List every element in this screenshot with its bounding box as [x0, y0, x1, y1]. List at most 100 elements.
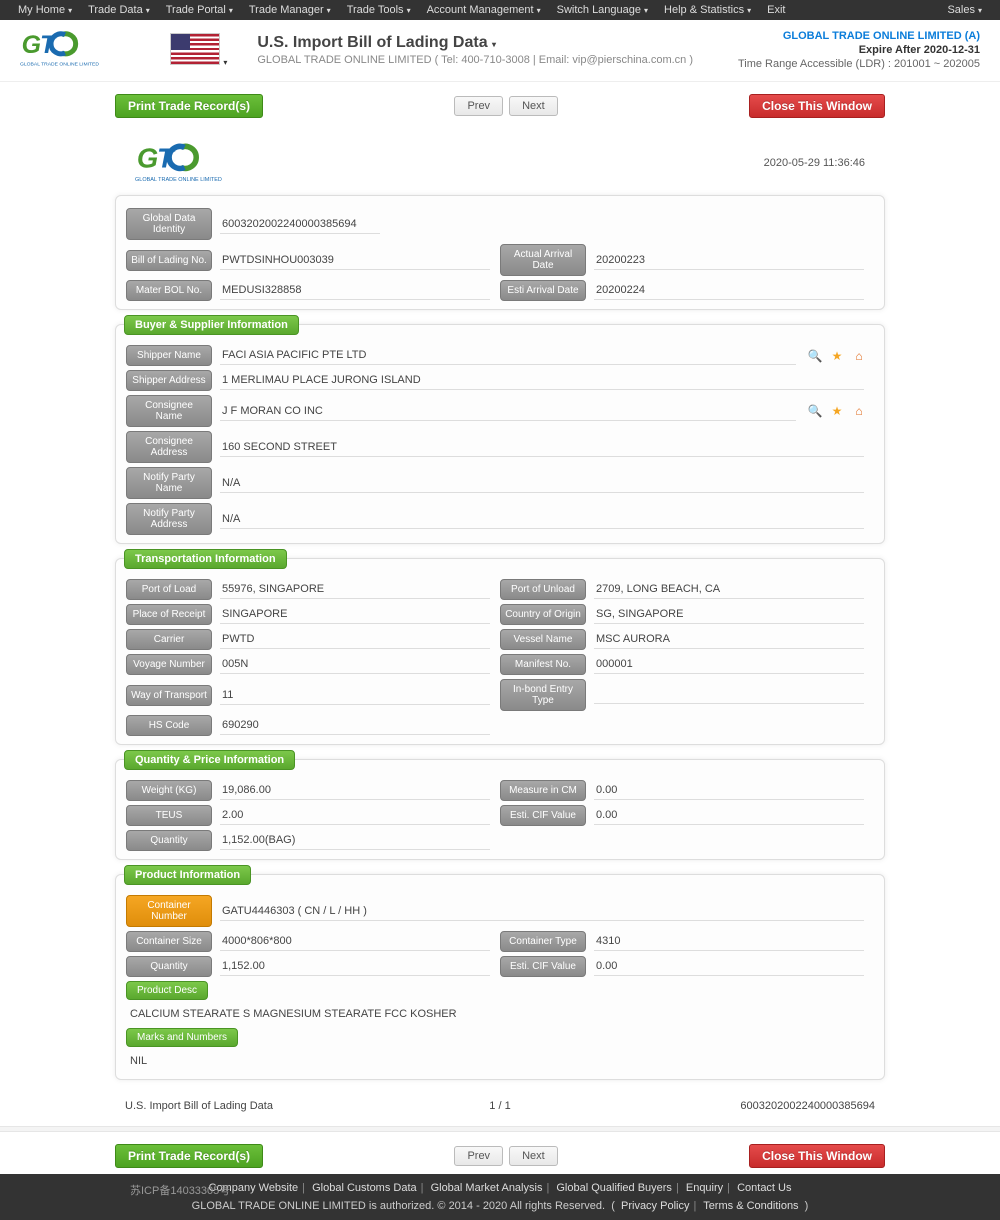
esti-value: 20200224 — [594, 281, 864, 300]
measure-value: 0.00 — [594, 781, 864, 800]
link-qualified-buyers[interactable]: Global Qualified Buyers — [556, 1182, 672, 1194]
divider — [0, 1126, 1000, 1132]
teus-label: TEUS — [126, 805, 212, 826]
place-receipt-label: Place of Receipt — [126, 604, 212, 625]
shipper-addr-value: 1 MERLIMAU PLACE JURONG ISLAND — [220, 371, 864, 390]
nav-switch-language[interactable]: Switch Language ▾ — [549, 4, 656, 16]
country-origin-value: SG, SINGAPORE — [594, 605, 864, 624]
header: G T GLOBAL TRADE ONLINE LIMITED ▾ U.S. I… — [0, 20, 1000, 82]
transport-way-value: 11 — [220, 686, 490, 705]
voyage-label: Voyage Number — [126, 654, 212, 675]
record-header: G T GLOBAL TRADE ONLINE LIMITED 2020-05-… — [115, 130, 885, 196]
product-desc-value: CALCIUM STEARATE S MAGNESIUM STEARATE FC… — [126, 1002, 874, 1026]
country-origin-label: Country of Origin — [500, 604, 586, 625]
voyage-value: 005N — [220, 655, 490, 674]
teus-value: 2.00 — [220, 806, 490, 825]
product-cif-label: Esti. CIF Value — [500, 956, 586, 977]
icp-number: 苏ICP备14033305号 — [130, 1182, 230, 1198]
link-enquiry[interactable]: Enquiry — [686, 1182, 723, 1194]
container-size-value: 4000*806*800 — [220, 932, 490, 951]
print-button-bottom[interactable]: Print Trade Record(s) — [115, 1144, 263, 1168]
top-navigation: My Home ▾ Trade Data ▾ Trade Portal ▾ Tr… — [0, 0, 1000, 20]
port-load-label: Port of Load — [126, 579, 212, 600]
container-no-value: GATU4446303 ( CN / L / HH ) — [220, 902, 864, 921]
marks-value: NIL — [126, 1049, 874, 1073]
nav-exit[interactable]: Exit — [759, 4, 793, 16]
record-footer: U.S. Import Bill of Lading Data 1 / 1 60… — [115, 1094, 885, 1118]
weight-value: 19,086.00 — [220, 781, 490, 800]
nav-trade-tools[interactable]: Trade Tools ▾ — [339, 4, 419, 16]
mater-value: MEDUSI328858 — [220, 281, 490, 300]
record-timestamp: 2020-05-29 11:36:46 — [764, 157, 865, 169]
link-customs-data[interactable]: Global Customs Data — [312, 1182, 417, 1194]
account-expire: Expire After 2020-12-31 — [738, 44, 980, 56]
star-icon[interactable]: ★ — [828, 402, 846, 420]
global-id-value: 6003202002240000385694 — [220, 215, 380, 234]
print-button[interactable]: Print Trade Record(s) — [115, 94, 263, 118]
link-terms[interactable]: Terms & Conditions — [703, 1200, 798, 1212]
nav-trade-data[interactable]: Trade Data ▾ — [80, 4, 158, 16]
svg-text:GLOBAL TRADE ONLINE LIMITED: GLOBAL TRADE ONLINE LIMITED — [135, 177, 222, 183]
nav-help-stats[interactable]: Help & Statistics ▾ — [656, 4, 759, 16]
nav-trade-manager[interactable]: Trade Manager ▾ — [241, 4, 339, 16]
product-panel: Product Information Container NumberGATU… — [115, 874, 885, 1080]
consignee-name-label: Consignee Name — [126, 395, 212, 427]
link-privacy[interactable]: Privacy Policy — [621, 1200, 689, 1212]
trade-record: G T GLOBAL TRADE ONLINE LIMITED 2020-05-… — [115, 130, 885, 1081]
transport-panel: Transportation Information Port of Load5… — [115, 558, 885, 745]
cif-value: 0.00 — [594, 806, 864, 825]
vessel-label: Vessel Name — [500, 629, 586, 650]
close-button[interactable]: Close This Window — [749, 94, 885, 118]
manifest-value: 000001 — [594, 655, 864, 674]
nav-my-home[interactable]: My Home ▾ — [10, 4, 80, 16]
product-title: Product Information — [124, 865, 251, 885]
nav-sales[interactable]: Sales ▾ — [939, 4, 990, 16]
cif-label: Esti. CIF Value — [500, 805, 586, 826]
action-bar-top: Print Trade Record(s) Prev Next Close Th… — [115, 88, 885, 124]
carrier-value: PWTD — [220, 630, 490, 649]
bol-value: PWTDSINHOU003039 — [220, 251, 490, 270]
link-market-analysis[interactable]: Global Market Analysis — [431, 1182, 543, 1194]
marks-label: Marks and Numbers — [126, 1028, 238, 1047]
vessel-value: MSC AURORA — [594, 630, 864, 649]
nav-trade-portal[interactable]: Trade Portal ▾ — [158, 4, 241, 16]
page-title[interactable]: U.S. Import Bill of Lading Data ▾ — [257, 34, 693, 52]
arrival-value: 20200223 — [594, 251, 864, 270]
arrival-label: Actual Arrival Date — [500, 244, 586, 276]
notify-name-value: N/A — [220, 474, 864, 493]
next-button-bottom[interactable]: Next — [509, 1146, 558, 1166]
close-button-bottom[interactable]: Close This Window — [749, 1144, 885, 1168]
search-icon[interactable]: 🔍 — [806, 402, 824, 420]
inbond-value — [594, 686, 864, 704]
nav-account-mgmt[interactable]: Account Management ▾ — [419, 4, 549, 16]
mater-label: Mater BOL No. — [126, 280, 212, 301]
prev-button-bottom[interactable]: Prev — [454, 1146, 503, 1166]
account-company: GLOBAL TRADE ONLINE LIMITED (A) — [738, 30, 980, 42]
buyer-supplier-panel: Buyer & Supplier Information Shipper Nam… — [115, 324, 885, 544]
link-contact[interactable]: Contact Us — [737, 1182, 791, 1194]
footer-page: 1 / 1 — [375, 1100, 625, 1112]
port-load-value: 55976, SINGAPORE — [220, 580, 490, 599]
consignee-addr-label: Consignee Address — [126, 431, 212, 463]
copyright-text: GLOBAL TRADE ONLINE LIMITED is authorize… — [192, 1200, 605, 1212]
quantity-title: Quantity & Price Information — [124, 750, 295, 770]
prev-button[interactable]: Prev — [454, 96, 503, 116]
consignee-name-value: J F MORAN CO INC — [220, 402, 796, 421]
port-unload-label: Port of Unload — [500, 579, 586, 600]
product-qty-label: Quantity — [126, 956, 212, 977]
search-icon[interactable]: 🔍 — [806, 347, 824, 365]
logo: G T GLOBAL TRADE ONLINE LIMITED — [20, 28, 150, 73]
star-icon[interactable]: ★ — [828, 347, 846, 365]
header-account-info: GLOBAL TRADE ONLINE LIMITED (A) Expire A… — [738, 30, 980, 70]
home-icon[interactable]: ⌂ — [850, 402, 868, 420]
flag-dropdown[interactable]: ▾ — [170, 33, 227, 68]
nav-left: My Home ▾ Trade Data ▾ Trade Portal ▾ Tr… — [10, 4, 793, 16]
home-icon[interactable]: ⌂ — [850, 347, 868, 365]
qty-value: 1,152.00(BAG) — [220, 831, 490, 850]
svg-text:G: G — [22, 31, 41, 59]
shipper-addr-label: Shipper Address — [126, 370, 212, 391]
hs-label: HS Code — [126, 715, 212, 736]
next-button[interactable]: Next — [509, 96, 558, 116]
bol-label: Bill of Lading No. — [126, 250, 212, 271]
nav-right: Sales ▾ — [939, 4, 990, 16]
